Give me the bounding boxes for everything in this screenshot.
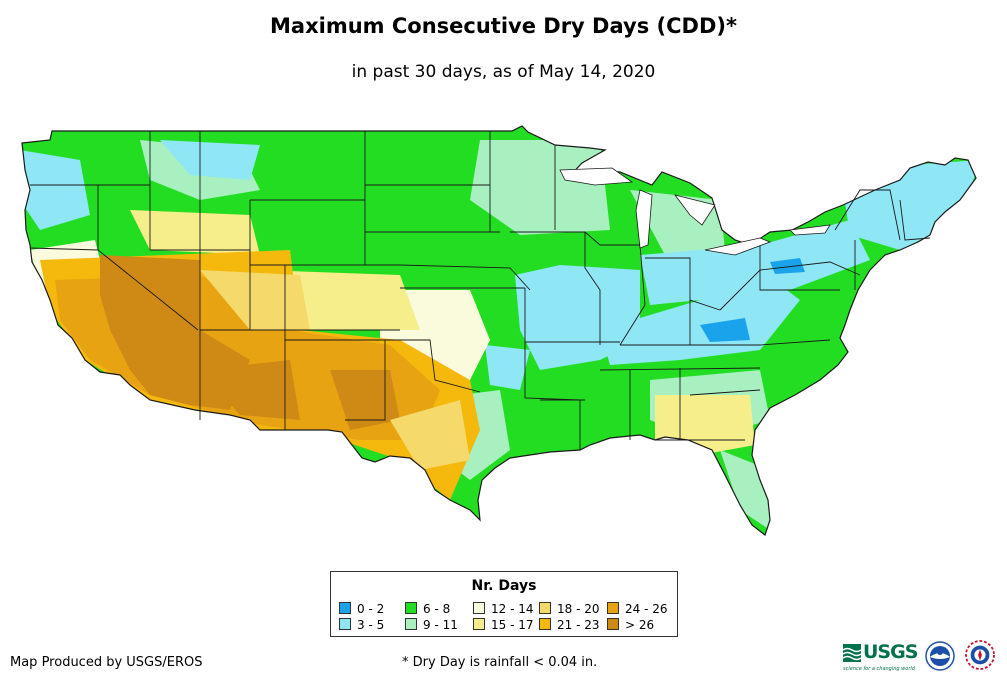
legend-label: 3 - 5	[357, 618, 385, 632]
legend-label: 0 - 2	[357, 602, 385, 616]
zone-9-11-florida	[720, 450, 770, 530]
map-title: Maximum Consecutive Dry Days (CDD)*	[270, 14, 737, 38]
legend-item: 21 - 23	[539, 618, 600, 632]
legend-swatch	[539, 618, 551, 630]
map-credit: Map Produced by USGS/EROS	[10, 655, 203, 670]
zone-3-5-idaho	[160, 140, 260, 180]
noaa-logo-icon	[925, 641, 955, 671]
dry-day-footnote: * Dry Day is rainfall < 0.04 in.	[402, 655, 598, 670]
zone-3-5-pacific-northwest	[22, 150, 90, 230]
legend-swatch	[539, 602, 551, 614]
legend-item: 24 - 26	[607, 602, 668, 616]
legend-item: 15 - 17	[473, 618, 534, 632]
map-subtitle: in past 30 days, as of May 14, 2020	[351, 62, 656, 82]
legend-label: 9 - 11	[423, 618, 458, 632]
legend-label: 21 - 23	[557, 618, 600, 632]
legend-label: > 26	[625, 618, 655, 632]
usgs-wave-icon	[843, 644, 861, 662]
lake-huron	[674, 194, 716, 226]
legend-swatch	[405, 618, 417, 630]
legend-swatch	[473, 618, 485, 630]
legend-swatch	[607, 602, 619, 614]
legend-swatch	[339, 618, 351, 630]
lake-ontario	[789, 224, 831, 236]
legend-item: 18 - 20	[539, 602, 600, 616]
legend-item: 0 - 2	[339, 602, 384, 616]
usgs-tagline: science for a changing world	[843, 666, 915, 672]
legend-label: 12 - 14	[491, 602, 534, 616]
legend-label: 24 - 26	[625, 602, 668, 616]
legend-swatch	[339, 602, 351, 614]
legend-item: 12 - 14	[473, 602, 534, 616]
legend-box: Nr. Days 0 - 2 3 - 5 6 - 8 9 - 11 12 - 1…	[330, 571, 678, 637]
legend-swatch	[405, 602, 417, 614]
zone-15-17-great-basin	[130, 210, 260, 255]
zone-0-2-pennsylvania	[770, 258, 805, 274]
legend-item: > 26	[607, 618, 654, 632]
legend-item: 3 - 5	[339, 618, 384, 632]
zone-18-20-utah	[200, 270, 310, 330]
usgs-wordmark: USGS	[863, 641, 918, 663]
zone-18-20-west-texas	[390, 400, 470, 470]
great-lakes	[559, 167, 831, 256]
zone-9-11-north	[470, 140, 610, 235]
zone-over-26-arizona-south	[200, 360, 300, 420]
legend-label: 15 - 17	[491, 618, 534, 632]
nws-logo-icon	[965, 640, 995, 670]
zone-3-5-great-lakes	[640, 220, 870, 305]
legend-label: 18 - 20	[557, 602, 600, 616]
lake-michigan	[635, 189, 653, 249]
legend-label: 6 - 8	[423, 602, 451, 616]
zone-3-5-kansas	[485, 345, 530, 390]
lake-superior	[559, 167, 634, 186]
legend-item: 9 - 11	[405, 618, 458, 632]
legend-swatch	[473, 602, 485, 614]
conus-dry-days-map	[21, 125, 977, 536]
zone-0-2-appalachia	[700, 318, 750, 342]
legend-item: 6 - 8	[405, 602, 450, 616]
zone-15-17-georgia	[655, 395, 755, 455]
lake-erie	[704, 237, 772, 256]
zone-3-5-northeast	[840, 160, 976, 250]
legend-swatch	[607, 618, 619, 630]
state-borders	[21, 125, 977, 536]
legend-title: Nr. Days	[471, 578, 537, 594]
zone-over-26-new-mexico	[330, 370, 400, 430]
